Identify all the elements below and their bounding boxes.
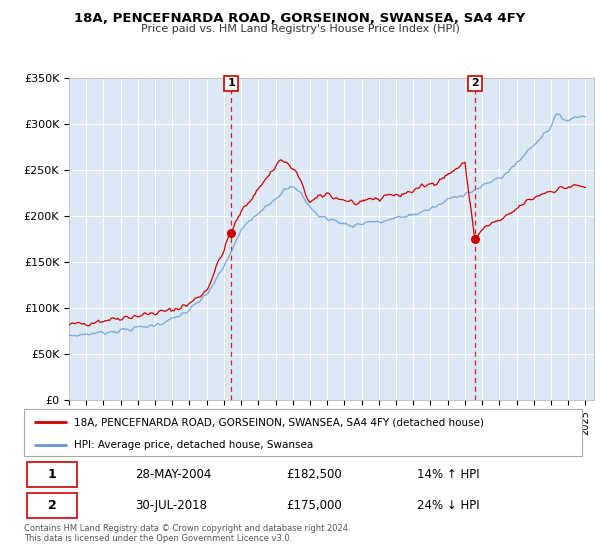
Text: £175,000: £175,000 (286, 499, 342, 512)
FancyBboxPatch shape (27, 463, 77, 487)
Text: HPI: Average price, detached house, Swansea: HPI: Average price, detached house, Swan… (74, 440, 313, 450)
Text: 1: 1 (227, 78, 235, 88)
Text: 30-JUL-2018: 30-JUL-2018 (136, 499, 208, 512)
Text: 24% ↓ HPI: 24% ↓ HPI (417, 499, 479, 512)
FancyBboxPatch shape (27, 493, 77, 517)
Text: 18A, PENCEFNARDA ROAD, GORSEINON, SWANSEA, SA4 4FY (detached house): 18A, PENCEFNARDA ROAD, GORSEINON, SWANSE… (74, 417, 484, 427)
Text: 2: 2 (471, 78, 479, 88)
FancyBboxPatch shape (24, 409, 582, 456)
Text: £182,500: £182,500 (286, 468, 342, 481)
Text: 28-MAY-2004: 28-MAY-2004 (136, 468, 212, 481)
Text: Contains HM Land Registry data © Crown copyright and database right 2024.
This d: Contains HM Land Registry data © Crown c… (24, 524, 350, 543)
Text: 2: 2 (47, 499, 56, 512)
Text: Price paid vs. HM Land Registry's House Price Index (HPI): Price paid vs. HM Land Registry's House … (140, 24, 460, 34)
Text: 18A, PENCEFNARDA ROAD, GORSEINON, SWANSEA, SA4 4FY: 18A, PENCEFNARDA ROAD, GORSEINON, SWANSE… (74, 12, 526, 25)
Text: 1: 1 (47, 468, 56, 481)
Text: 14% ↑ HPI: 14% ↑ HPI (417, 468, 479, 481)
